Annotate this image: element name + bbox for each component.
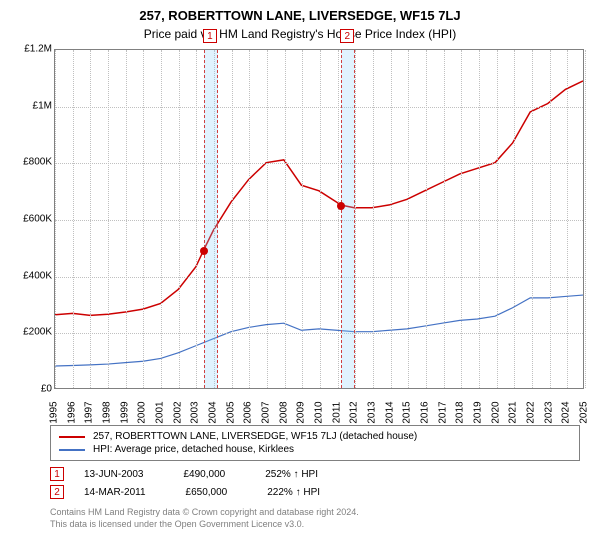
chart-container: 257, ROBERTTOWN LANE, LIVERSEDGE, WF15 7… [0,0,600,560]
chart-subtitle: Price paid vs. HM Land Registry's House … [0,23,600,41]
footer: Contains HM Land Registry data © Crown c… [50,507,580,530]
sales-table: 1 13-JUN-2003 £490,000 252% ↑ HPI 2 14-M… [50,465,580,501]
plot-region [54,49,584,389]
footer-line-1: Contains HM Land Registry data © Crown c… [50,507,580,519]
sale-price-1: £490,000 [183,469,225,480]
sale-row-1: 1 13-JUN-2003 £490,000 252% ↑ HPI [50,465,580,483]
sale-row-2: 2 14-MAR-2011 £650,000 222% ↑ HPI [50,483,580,501]
x-tick-label: 2007 [261,401,272,423]
x-tick-label: 2025 [579,401,590,423]
line-series [55,50,583,388]
sale-marker-2: 2 [50,485,64,499]
x-tick-label: 2008 [278,401,289,423]
sale-delta-2: 222% ↑ HPI [267,487,320,498]
x-tick-label: 2000 [137,401,148,423]
x-tick-label: 2023 [543,401,554,423]
x-tick-label: 1997 [84,401,95,423]
x-tick-label: 2009 [296,401,307,423]
x-tick-label: 2012 [349,401,360,423]
series-property [55,81,583,315]
x-tick-label: 2018 [455,401,466,423]
sale-dot [337,202,345,210]
sale-marker-1: 1 [50,467,64,481]
x-tick-label: 2021 [508,401,519,423]
x-tick-label: 2015 [402,401,413,423]
x-tick-label: 2017 [437,401,448,423]
x-tick-label: 2014 [384,401,395,423]
sale-price-2: £650,000 [186,487,228,498]
legend-item-property: 257, ROBERTTOWN LANE, LIVERSEDGE, WF15 7… [59,430,571,443]
x-tick-label: 2001 [155,401,166,423]
legend: 257, ROBERTTOWN LANE, LIVERSEDGE, WF15 7… [50,425,580,461]
x-tick-label: 2020 [490,401,501,423]
x-tick-label: 1995 [49,401,60,423]
y-tick-label: £600K [0,214,52,225]
sale-dot [200,247,208,255]
highlight-band [341,50,355,388]
x-tick-label: 2010 [314,401,325,423]
y-tick-label: £400K [0,270,52,281]
x-tick-label: 2013 [367,401,378,423]
x-tick-label: 2024 [561,401,572,423]
x-tick-label: 2022 [526,401,537,423]
legend-label-property: 257, ROBERTTOWN LANE, LIVERSEDGE, WF15 7… [93,431,417,442]
band-marker-label: 2 [340,29,354,43]
y-tick-label: £1M [0,100,52,111]
x-tick-label: 2002 [172,401,183,423]
x-tick-label: 2004 [208,401,219,423]
legend-swatch-property [59,436,85,438]
x-tick-label: 2006 [243,401,254,423]
sale-date-2: 14-MAR-2011 [84,487,146,498]
series-hpi [55,295,583,366]
x-tick-label: 1996 [66,401,77,423]
footer-line-2: This data is licensed under the Open Gov… [50,519,580,531]
x-tick-label: 2019 [473,401,484,423]
x-tick-label: 2011 [331,402,342,424]
sale-date-1: 13-JUN-2003 [84,469,143,480]
sale-delta-1: 252% ↑ HPI [265,469,318,480]
chart-title: 257, ROBERTTOWN LANE, LIVERSEDGE, WF15 7… [0,0,600,23]
legend-item-hpi: HPI: Average price, detached house, Kirk… [59,443,571,456]
legend-swatch-hpi [59,449,85,451]
x-tick-label: 2016 [420,401,431,423]
y-tick-label: £0 [0,384,52,395]
x-tick-label: 2005 [225,401,236,423]
y-tick-label: £200K [0,327,52,338]
band-marker-label: 1 [203,29,217,43]
x-tick-label: 1999 [119,401,130,423]
x-tick-label: 1998 [102,401,113,423]
highlight-band [204,50,217,388]
legend-label-hpi: HPI: Average price, detached house, Kirk… [93,444,294,455]
x-tick-label: 2003 [190,401,201,423]
y-tick-label: £800K [0,157,52,168]
chart-area: £0£200K£400K£600K£800K£1M£1.2M 199519961… [36,49,596,419]
y-tick-label: £1.2M [0,44,52,55]
